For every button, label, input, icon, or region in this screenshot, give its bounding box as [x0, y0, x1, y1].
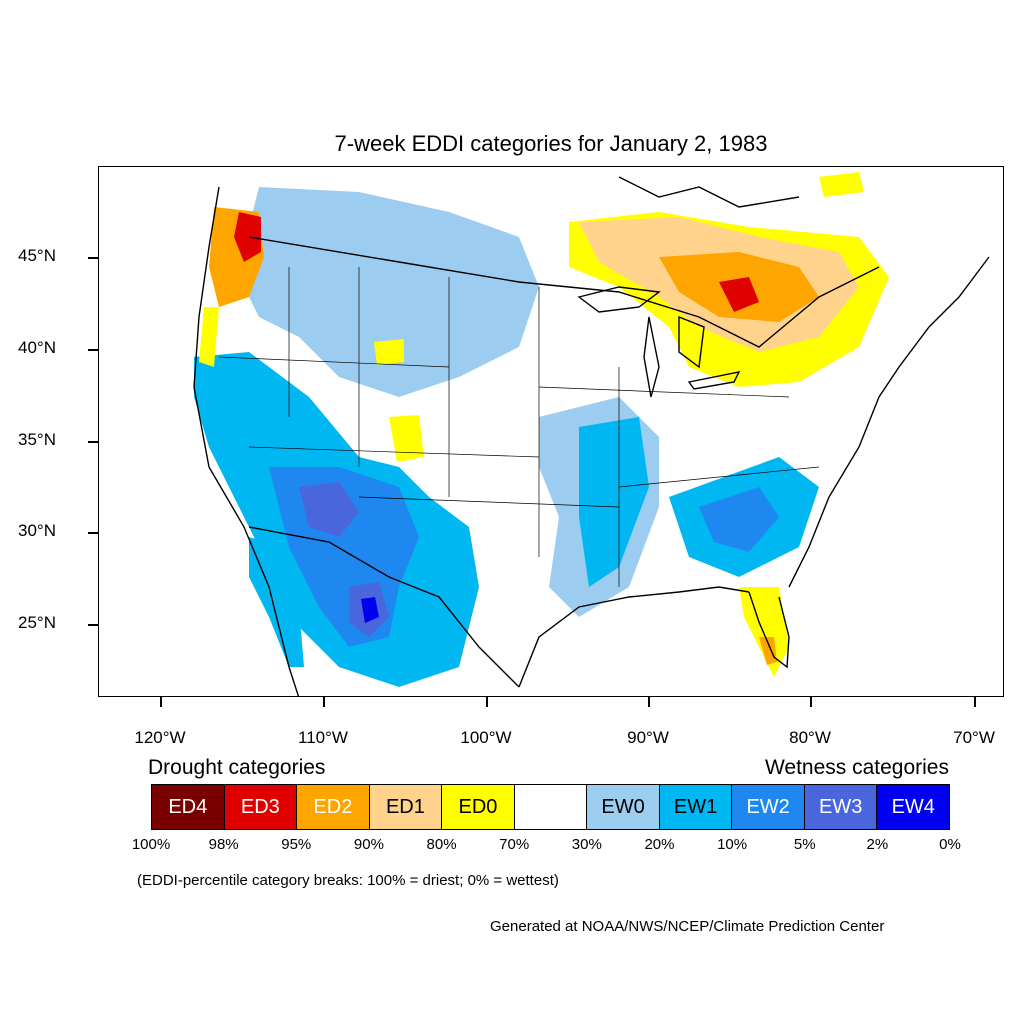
lat-label-25: 25°N: [18, 613, 56, 632]
lat-label-30: 30°N: [18, 521, 56, 540]
legend-cell-ed4: ED4: [152, 785, 225, 829]
lon-label-100: 100°W: [460, 728, 512, 747]
legend-color-bar: ED4 ED3 ED2 ED1 ED0 EW0 EW1 EW2 EW3 EW4: [151, 784, 950, 830]
lake-michigan: [643, 316, 660, 398]
lat-tick: [88, 441, 98, 443]
lon-tick: [486, 697, 488, 707]
percentile-label: 90%: [353, 836, 384, 853]
credit-line: Generated at NOAA/NWS/NCEP/Climate Predi…: [490, 918, 885, 935]
percentile-label: 100%: [131, 836, 171, 853]
percentile-label: 98%: [208, 836, 239, 853]
lon-label-110: 110°W: [298, 728, 348, 747]
legend-cell-ew2: EW2: [732, 785, 805, 829]
lon-tick: [974, 697, 976, 707]
drought-heading: Drought categories: [148, 756, 326, 779]
legend-cell-ew0: EW0: [587, 785, 660, 829]
lower-miss-ew1: [579, 417, 649, 587]
pnw-ed0: [199, 307, 219, 367]
state-lines: [218, 267, 820, 587]
lake-huron: [678, 315, 705, 369]
ew4-patch: [361, 597, 379, 623]
lat-tick: [88, 624, 98, 626]
map-title: 7-week EDDI categories for January 2, 19…: [334, 131, 768, 156]
percentile-label: 70%: [499, 836, 530, 853]
lon-tick: [810, 697, 812, 707]
percentile-label: 0%: [939, 836, 961, 853]
legend-cell-ed1: ED1: [369, 785, 443, 829]
region-northern-rockies-plains: [239, 187, 539, 397]
great-lakes-ed3: [719, 277, 759, 312]
southeast-ew2: [699, 487, 779, 552]
florida-outline: [748, 591, 790, 669]
eddi-map: [193, 172, 990, 696]
legend-cell-ed2: ED2: [297, 785, 370, 829]
legend-cell-neutral: [514, 785, 588, 829]
percentile-label: 30%: [571, 836, 602, 853]
colorado-ed0: [389, 415, 424, 462]
lat-tick: [88, 257, 98, 259]
legend-note: (EDDI-percentile category breaks: 100% =…: [137, 872, 559, 889]
legend-cell-ew1: EW1: [659, 785, 733, 829]
lon-tick: [648, 697, 650, 707]
percentile-label: 80%: [426, 836, 457, 853]
percentile-label: 10%: [717, 836, 748, 853]
wetness-heading: Wetness categories: [764, 756, 949, 779]
lat-label-35: 35°N: [18, 430, 56, 449]
lat-label-40: 40°N: [18, 338, 56, 357]
lat-label-45: 45°N: [18, 246, 56, 265]
florida-ed2: [759, 637, 777, 665]
lon-label-120: 120°W: [134, 728, 186, 747]
us-canada-border: [248, 236, 880, 348]
legend-cell-ed3: ED3: [224, 785, 298, 829]
lon-label-70: 70°W: [953, 728, 995, 747]
lat-tick: [88, 349, 98, 351]
wyoming-ed0: [374, 339, 404, 365]
lon-label-80: 80°W: [789, 728, 831, 747]
boundaries: [193, 176, 990, 696]
percentile-label: 2%: [866, 836, 889, 853]
lat-tick: [88, 532, 98, 534]
atlantic-coast: [788, 256, 990, 588]
lake-superior: [577, 286, 661, 313]
percentile-label: 20%: [644, 836, 675, 853]
pacific-coast: [193, 186, 300, 696]
lon-tick: [323, 697, 325, 707]
percentile-label: 5%: [793, 836, 816, 853]
maine-ed0: [819, 172, 864, 197]
baja-ew1: [249, 537, 304, 667]
hudson-bay-coast: [618, 176, 800, 208]
ew3-patch-arizona: [299, 482, 359, 537]
legend-cell-ew3: EW3: [804, 785, 878, 829]
gulf-coast: [518, 586, 750, 688]
legend-cell-ew4: EW4: [877, 785, 950, 829]
percentile-label: 95%: [281, 836, 312, 853]
pnw-ed3: [234, 212, 261, 262]
category-fields: [194, 172, 889, 687]
lake-erie: [687, 371, 741, 390]
map-frame: [98, 166, 1004, 697]
lon-label-90: 90°W: [627, 728, 669, 747]
lon-tick: [160, 697, 162, 707]
legend-cell-ed0: ED0: [442, 785, 515, 829]
us-mexico-border: [248, 526, 520, 688]
